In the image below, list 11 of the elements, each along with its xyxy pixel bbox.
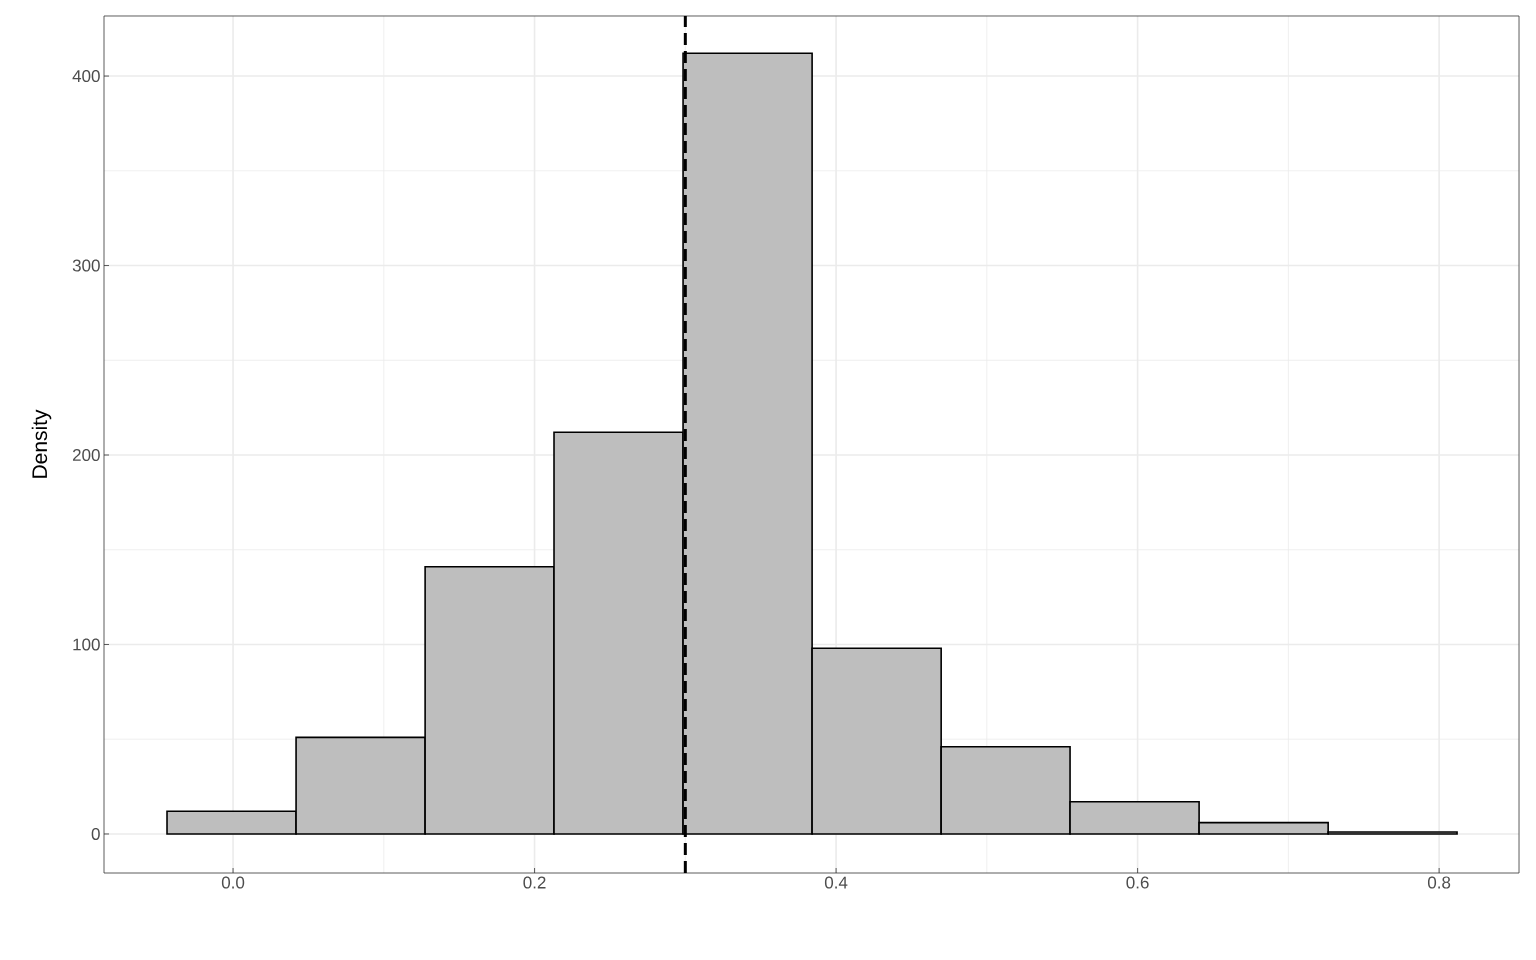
x-tick-label: 0.8 [1427, 876, 1451, 889]
y-tick-label: 100 [73, 638, 100, 651]
x-tick-label: 0.0 [221, 876, 245, 889]
y-tick-label: 0 [91, 827, 100, 840]
y-tick-label: 400 [72, 70, 100, 83]
y-tick-label: 300 [72, 259, 100, 272]
y-tick-label: 200 [72, 448, 100, 462]
x-tick-label: 0.2 [523, 876, 546, 889]
y-axis-title: Density [31, 409, 52, 478]
x-tick-label: 0.6 [1126, 876, 1149, 889]
x-tick-label: 0.4 [824, 876, 848, 889]
